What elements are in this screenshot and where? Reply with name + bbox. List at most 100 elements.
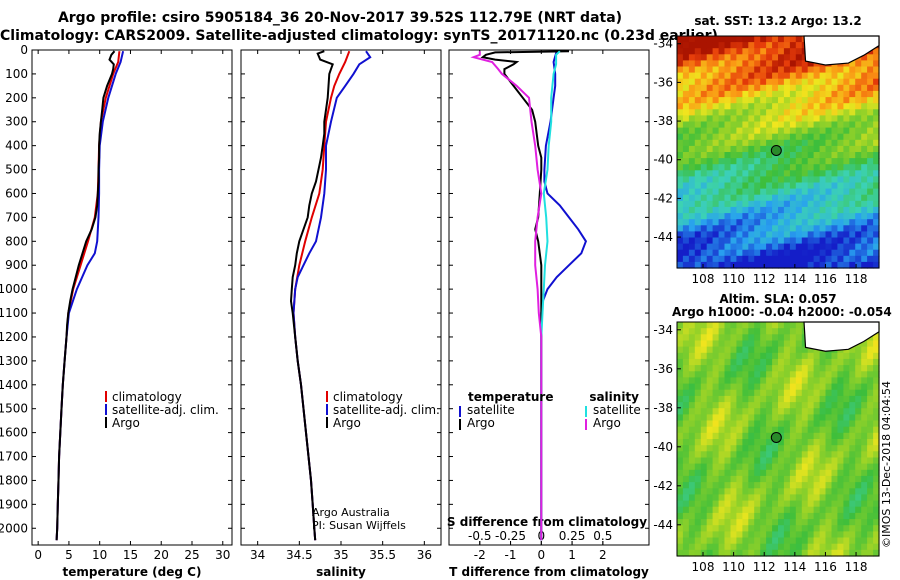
map-cell bbox=[718, 377, 726, 385]
map-cell bbox=[730, 334, 737, 342]
map-cell bbox=[855, 463, 862, 471]
map-cell bbox=[783, 482, 791, 489]
map-cell bbox=[789, 531, 797, 539]
map-cell bbox=[754, 109, 761, 116]
map-cell bbox=[825, 414, 832, 422]
map-cell bbox=[677, 249, 684, 257]
map-cell bbox=[819, 445, 827, 452]
map-cell bbox=[861, 78, 868, 86]
map-cell bbox=[706, 48, 714, 55]
map-cell bbox=[861, 432, 868, 440]
salinity-x-tick-label: 34.5 bbox=[286, 548, 313, 562]
map-cell bbox=[795, 426, 803, 434]
map-cell bbox=[718, 543, 726, 551]
map-cell bbox=[718, 389, 726, 397]
map-cell bbox=[843, 194, 850, 202]
map-cell bbox=[718, 237, 726, 245]
map-cell bbox=[849, 66, 856, 74]
map-cell bbox=[712, 109, 720, 116]
legend-label: climatology bbox=[333, 390, 403, 404]
map-cell bbox=[754, 402, 761, 409]
map-cell bbox=[718, 48, 726, 55]
map-cell bbox=[843, 365, 850, 372]
map-cell bbox=[724, 358, 731, 366]
map-cell bbox=[748, 457, 755, 465]
map-cell bbox=[813, 66, 821, 74]
map-cell bbox=[867, 457, 874, 465]
map-cell bbox=[730, 90, 737, 98]
map-cell bbox=[795, 182, 803, 190]
map-cell bbox=[813, 445, 821, 452]
map-cell bbox=[819, 506, 827, 514]
map-cell bbox=[772, 519, 779, 526]
map-cell bbox=[748, 371, 755, 379]
map-cell bbox=[849, 139, 856, 147]
map-cell bbox=[819, 243, 827, 251]
map-cell bbox=[861, 537, 868, 545]
map-cell bbox=[837, 200, 844, 208]
map-cell bbox=[825, 408, 832, 415]
map-cell bbox=[706, 42, 714, 49]
map-cell bbox=[742, 543, 749, 551]
map-cell bbox=[825, 402, 832, 409]
map-cell bbox=[783, 408, 791, 415]
map-cell bbox=[789, 176, 797, 184]
map-cell bbox=[724, 488, 731, 496]
map-cell bbox=[813, 145, 821, 153]
map-cell bbox=[772, 402, 779, 409]
map-cell bbox=[688, 78, 696, 86]
map-cell bbox=[867, 164, 874, 171]
map-cell bbox=[825, 543, 832, 551]
map-cell bbox=[855, 494, 862, 502]
map-cell bbox=[688, 445, 696, 452]
map-cell bbox=[789, 66, 797, 74]
map-cell bbox=[801, 549, 809, 557]
map-cell bbox=[778, 457, 785, 465]
map-cell bbox=[789, 109, 797, 116]
map-cell bbox=[677, 121, 684, 129]
map-cell bbox=[807, 194, 815, 202]
map-cell bbox=[813, 352, 821, 360]
map-cell bbox=[760, 194, 767, 202]
salinity-series-climatology-line bbox=[292, 50, 351, 541]
map-cell bbox=[736, 213, 743, 220]
map-cell bbox=[813, 176, 821, 184]
map-cell bbox=[855, 145, 862, 153]
depth-tick-label: 1600 bbox=[0, 426, 28, 440]
map-cell bbox=[718, 365, 726, 372]
map-cell bbox=[861, 475, 868, 483]
map-cell bbox=[718, 36, 726, 43]
map-cell bbox=[813, 537, 821, 545]
map-cell bbox=[760, 519, 767, 526]
map-cell bbox=[801, 389, 809, 397]
map-cell bbox=[873, 525, 880, 532]
map-cell bbox=[688, 188, 696, 196]
map-cell bbox=[772, 494, 779, 502]
map-cell bbox=[795, 42, 803, 49]
map-cell bbox=[724, 439, 731, 446]
map-cell bbox=[813, 206, 821, 214]
map-cell bbox=[712, 133, 720, 141]
map-cell bbox=[778, 482, 785, 489]
map-cell bbox=[849, 549, 856, 557]
map-cell bbox=[730, 139, 737, 147]
map-cell bbox=[694, 383, 702, 391]
map-cell bbox=[677, 48, 684, 55]
map-cell bbox=[694, 139, 702, 147]
map-cell bbox=[754, 543, 761, 551]
map-cell bbox=[682, 358, 690, 366]
map-cell bbox=[855, 457, 862, 465]
map-cell bbox=[789, 322, 797, 329]
map-cell bbox=[754, 103, 761, 110]
map-cell bbox=[772, 182, 779, 190]
map-cell bbox=[843, 152, 850, 159]
map-cell bbox=[867, 219, 874, 226]
map-cell bbox=[766, 48, 773, 55]
map-cell bbox=[694, 482, 702, 489]
map-cell bbox=[837, 549, 844, 557]
map-cell bbox=[748, 176, 755, 184]
map-cell bbox=[778, 512, 785, 520]
map-cell bbox=[730, 158, 737, 165]
map-cell bbox=[843, 537, 850, 545]
map-cell bbox=[748, 170, 755, 177]
